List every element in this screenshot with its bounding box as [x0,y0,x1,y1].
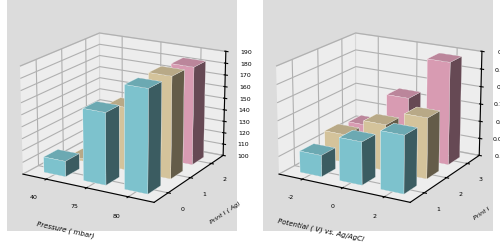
Y-axis label: Print I: Print I [473,206,491,221]
Text: (b): (b) [370,242,386,243]
Text: (a): (a) [114,242,130,243]
X-axis label: Potential ( V) vs. Ag/AgCl: Potential ( V) vs. Ag/AgCl [278,218,365,243]
Y-axis label: Print I ( Ag): Print I ( Ag) [210,201,242,225]
X-axis label: Pressure ( mbar): Pressure ( mbar) [36,221,94,240]
